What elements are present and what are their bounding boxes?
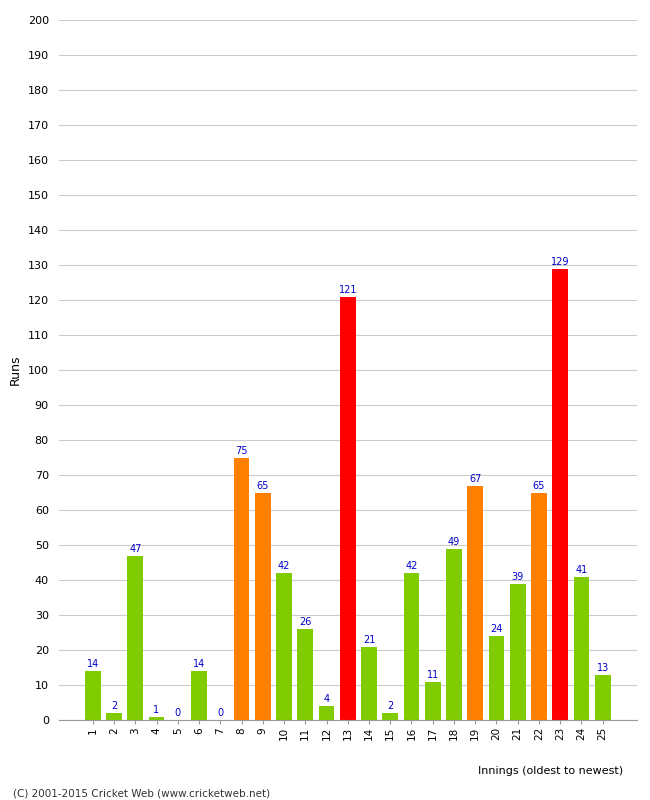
Text: 26: 26 (299, 618, 311, 627)
Text: 42: 42 (406, 562, 418, 571)
Text: 41: 41 (575, 565, 588, 574)
Bar (489, 636, 504, 720)
X-axis label: Innings (oldest to newest): Innings (oldest to newest) (478, 766, 623, 775)
Text: 14: 14 (193, 659, 205, 670)
Text: 129: 129 (551, 257, 569, 266)
Bar (276, 573, 292, 720)
Bar (361, 646, 377, 720)
Text: 4: 4 (324, 694, 330, 704)
Text: 121: 121 (339, 285, 357, 294)
Bar (446, 549, 462, 720)
Bar (467, 486, 483, 720)
Bar (595, 674, 611, 720)
Text: 67: 67 (469, 474, 482, 484)
Bar (425, 682, 441, 720)
Text: 2: 2 (387, 702, 393, 711)
Bar (404, 573, 419, 720)
Bar (552, 269, 568, 720)
Bar (340, 297, 356, 720)
Text: 11: 11 (426, 670, 439, 680)
Bar (318, 706, 335, 720)
Text: 47: 47 (129, 544, 142, 554)
Text: 13: 13 (597, 662, 609, 673)
Bar (127, 555, 143, 720)
Bar (191, 671, 207, 720)
Bar (382, 713, 398, 720)
Bar (106, 713, 122, 720)
Text: 42: 42 (278, 562, 290, 571)
Text: 65: 65 (533, 481, 545, 490)
Text: 39: 39 (512, 572, 524, 582)
Text: 75: 75 (235, 446, 248, 456)
Bar (531, 493, 547, 720)
Text: 1: 1 (153, 705, 159, 714)
Text: 0: 0 (217, 708, 224, 718)
Text: 21: 21 (363, 634, 375, 645)
Bar (149, 717, 164, 720)
Text: (C) 2001-2015 Cricket Web (www.cricketweb.net): (C) 2001-2015 Cricket Web (www.cricketwe… (13, 788, 270, 798)
Bar (255, 493, 270, 720)
Text: 14: 14 (86, 659, 99, 670)
Bar (297, 629, 313, 720)
Bar (233, 458, 250, 720)
Text: 65: 65 (257, 481, 269, 490)
Text: 24: 24 (490, 624, 502, 634)
Text: 0: 0 (175, 708, 181, 718)
Bar (84, 671, 101, 720)
Bar (573, 577, 590, 720)
Bar (510, 583, 526, 720)
Text: 2: 2 (111, 702, 117, 711)
Y-axis label: Runs: Runs (9, 354, 22, 386)
Text: 49: 49 (448, 537, 460, 546)
